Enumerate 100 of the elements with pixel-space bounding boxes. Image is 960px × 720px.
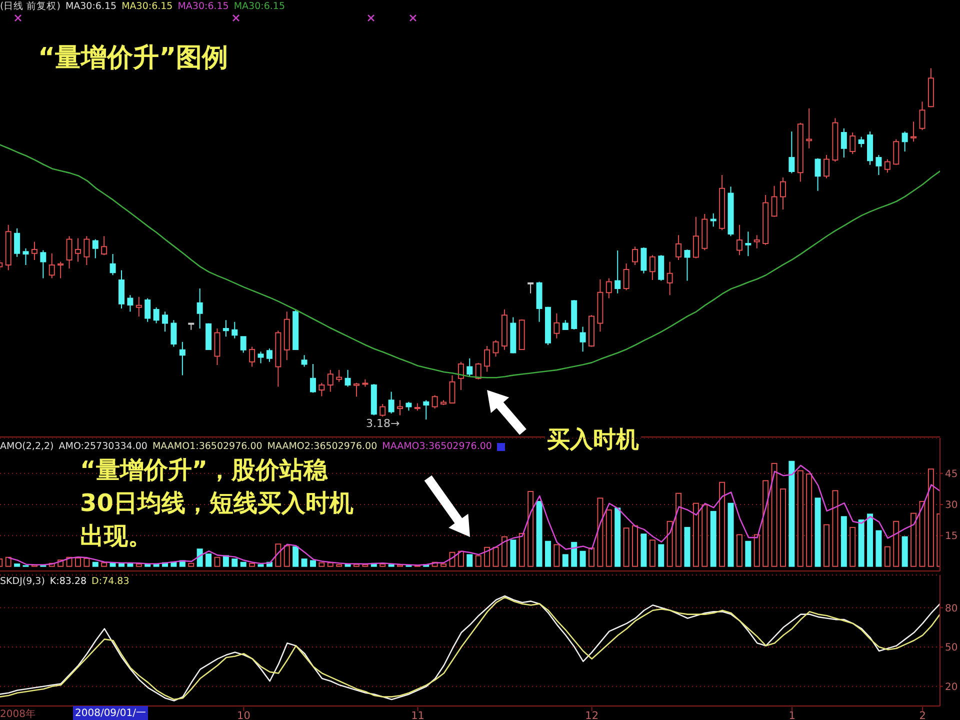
bar xyxy=(92,562,98,567)
bar xyxy=(814,498,821,567)
text: MA30:6.15 xyxy=(65,1,117,13)
candlestick xyxy=(797,122,804,182)
candlestick xyxy=(666,261,673,296)
y-tick-label: 15 xyxy=(945,531,958,542)
candlestick xyxy=(397,400,404,416)
y-tick-label: 50 xyxy=(945,642,958,654)
bar xyxy=(736,534,742,567)
candlestick xyxy=(762,194,769,246)
bar xyxy=(232,558,238,567)
candlestick xyxy=(518,318,525,350)
bar xyxy=(623,528,630,567)
candlestick xyxy=(74,238,81,262)
chart-subtitle: (日线 前复权) xyxy=(0,1,60,13)
bar xyxy=(440,564,447,567)
text: 2008年 xyxy=(0,708,36,720)
candlestick xyxy=(867,131,874,166)
bar xyxy=(640,534,647,567)
bar xyxy=(806,474,812,567)
text: MAAMO3:36502976.00 xyxy=(382,441,492,453)
candlestick xyxy=(884,158,890,174)
candlestick xyxy=(275,330,282,388)
candlestick xyxy=(327,369,334,392)
candlestick xyxy=(544,306,551,346)
candlestick xyxy=(406,401,412,412)
text: 2008/09/01/一 xyxy=(73,706,148,720)
bar xyxy=(501,536,508,567)
candlestick xyxy=(728,186,734,237)
bar xyxy=(788,460,795,567)
bar xyxy=(110,562,116,567)
bar xyxy=(206,554,212,567)
y-tick-label: 30 xyxy=(945,500,958,512)
x-tick-label: 10 xyxy=(237,710,250,720)
bar xyxy=(588,548,594,567)
candlestick xyxy=(824,154,830,179)
bar xyxy=(240,562,246,567)
bar xyxy=(101,562,108,567)
candlestick xyxy=(58,261,64,279)
candlestick xyxy=(632,246,638,266)
candlestick xyxy=(127,294,134,312)
bar xyxy=(84,558,90,567)
candlestick xyxy=(101,236,108,256)
bar xyxy=(614,508,621,567)
annotation: “量增价升”，股价站稳30日均线，短线买入时机出现。 xyxy=(80,455,354,552)
bar xyxy=(824,524,830,567)
bar xyxy=(745,540,752,567)
candlestick xyxy=(144,298,151,322)
candlestick xyxy=(214,328,220,366)
candlestick xyxy=(292,310,299,350)
candlestick xyxy=(84,236,90,266)
bar xyxy=(728,502,734,567)
annotation: 买入时机 xyxy=(545,424,641,455)
candlestick xyxy=(48,252,55,279)
bar xyxy=(318,562,325,567)
bar xyxy=(702,504,708,567)
candlestick xyxy=(902,131,908,152)
candlestick xyxy=(240,336,246,354)
bar xyxy=(571,542,578,567)
bar xyxy=(919,500,926,567)
candlestick xyxy=(284,311,290,361)
candlestick xyxy=(858,136,864,148)
candlestick xyxy=(562,320,568,330)
candlestick xyxy=(222,320,229,338)
candlestick xyxy=(876,154,882,176)
chart-title: “量增价升”图例 xyxy=(38,42,228,75)
candlestick xyxy=(510,316,516,354)
candlestick xyxy=(449,374,456,404)
bar xyxy=(284,545,290,567)
bar xyxy=(666,520,673,567)
candlestick xyxy=(754,234,760,249)
candlestick xyxy=(423,400,430,420)
candlestick xyxy=(318,382,325,397)
bar xyxy=(292,546,299,567)
bar xyxy=(754,534,760,567)
candlestick xyxy=(380,403,386,418)
bar xyxy=(544,540,551,567)
annotation: AMO:25730334.00 xyxy=(58,441,148,453)
bar xyxy=(327,562,334,567)
candlestick xyxy=(22,248,29,266)
bar xyxy=(380,564,386,567)
candlestick xyxy=(702,214,708,251)
bar xyxy=(684,526,690,567)
bar xyxy=(850,526,856,567)
candlestick xyxy=(92,238,98,259)
candlestick xyxy=(179,341,186,376)
bar xyxy=(5,556,12,567)
bar xyxy=(676,492,682,567)
bar xyxy=(74,557,81,567)
candlestick xyxy=(597,278,604,332)
bar xyxy=(710,510,716,567)
candlestick xyxy=(554,312,560,339)
candlestick xyxy=(31,241,38,261)
candlestick xyxy=(110,254,116,276)
bar xyxy=(536,500,542,567)
bar xyxy=(649,540,656,567)
y-tick-label: 45 xyxy=(945,468,958,480)
bar xyxy=(188,562,194,567)
bar xyxy=(249,562,256,567)
bar xyxy=(832,490,838,567)
